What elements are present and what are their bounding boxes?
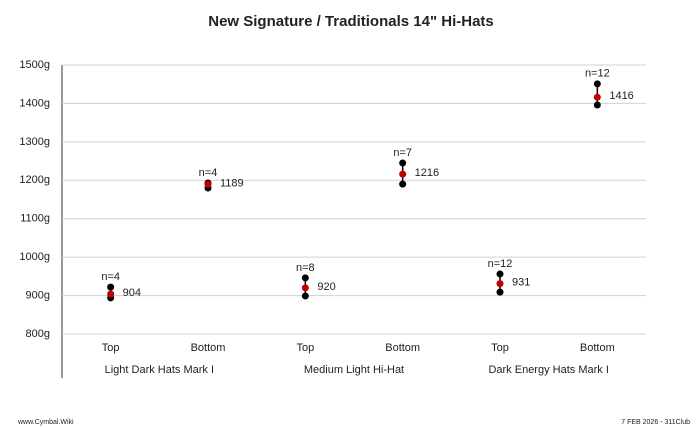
- max-dot: [301, 274, 309, 282]
- mean-dot: [593, 93, 601, 101]
- mean-dot: [107, 290, 115, 298]
- mean-label: 920: [317, 281, 335, 293]
- mean-dot: [399, 170, 407, 178]
- count-label: n=12: [585, 68, 610, 80]
- x-tick-label: Bottom: [385, 342, 420, 354]
- mean-dot: [204, 181, 212, 189]
- y-tick-label: 1000g: [19, 251, 50, 263]
- mean-label: 1416: [609, 90, 633, 102]
- group-label: Medium Light Hi-Hat: [304, 364, 404, 376]
- mean-dot: [496, 280, 504, 288]
- group-label: Dark Energy Hats Mark I: [488, 364, 608, 376]
- y-tick-label: 1100g: [20, 213, 50, 225]
- min-dot: [593, 101, 601, 109]
- min-dot: [301, 292, 309, 300]
- count-label: n=8: [296, 262, 315, 274]
- mean-label: 904: [123, 287, 141, 299]
- y-tick-label: 900g: [26, 289, 50, 301]
- group-label: Light Dark Hats Mark I: [105, 364, 214, 376]
- max-dot: [496, 270, 504, 278]
- x-tick-label: Top: [102, 342, 120, 354]
- footer-left: www.Cymbal.Wiki: [17, 419, 74, 426]
- y-tick-label: 1200g: [19, 174, 50, 186]
- x-tick-label: Top: [296, 342, 314, 354]
- count-label: n=4: [101, 271, 120, 283]
- footer-right: 7 FEB 2026 - 311Club: [621, 419, 690, 426]
- min-dot: [399, 180, 407, 188]
- count-label: n=7: [393, 147, 412, 159]
- min-dot: [496, 288, 504, 296]
- max-dot: [399, 159, 407, 167]
- count-label: n=12: [488, 258, 513, 270]
- max-dot: [107, 283, 115, 291]
- y-tick-label: 1400g: [19, 97, 50, 109]
- x-tick-label: Bottom: [191, 342, 226, 354]
- mean-label: 1189: [220, 177, 244, 189]
- y-tick-label: 1300g: [19, 136, 50, 148]
- count-label: n=4: [199, 167, 218, 179]
- mean-label: 1216: [415, 167, 439, 179]
- max-dot: [593, 80, 601, 88]
- y-tick-label: 800g: [26, 328, 50, 340]
- chart-title: New Signature / Traditionals 14" Hi-Hats: [208, 13, 494, 30]
- x-tick-label: Top: [491, 342, 509, 354]
- y-tick-label: 1500g: [19, 59, 50, 71]
- mean-dot: [301, 284, 309, 292]
- x-tick-label: Bottom: [580, 342, 615, 354]
- mean-label: 931: [512, 277, 530, 289]
